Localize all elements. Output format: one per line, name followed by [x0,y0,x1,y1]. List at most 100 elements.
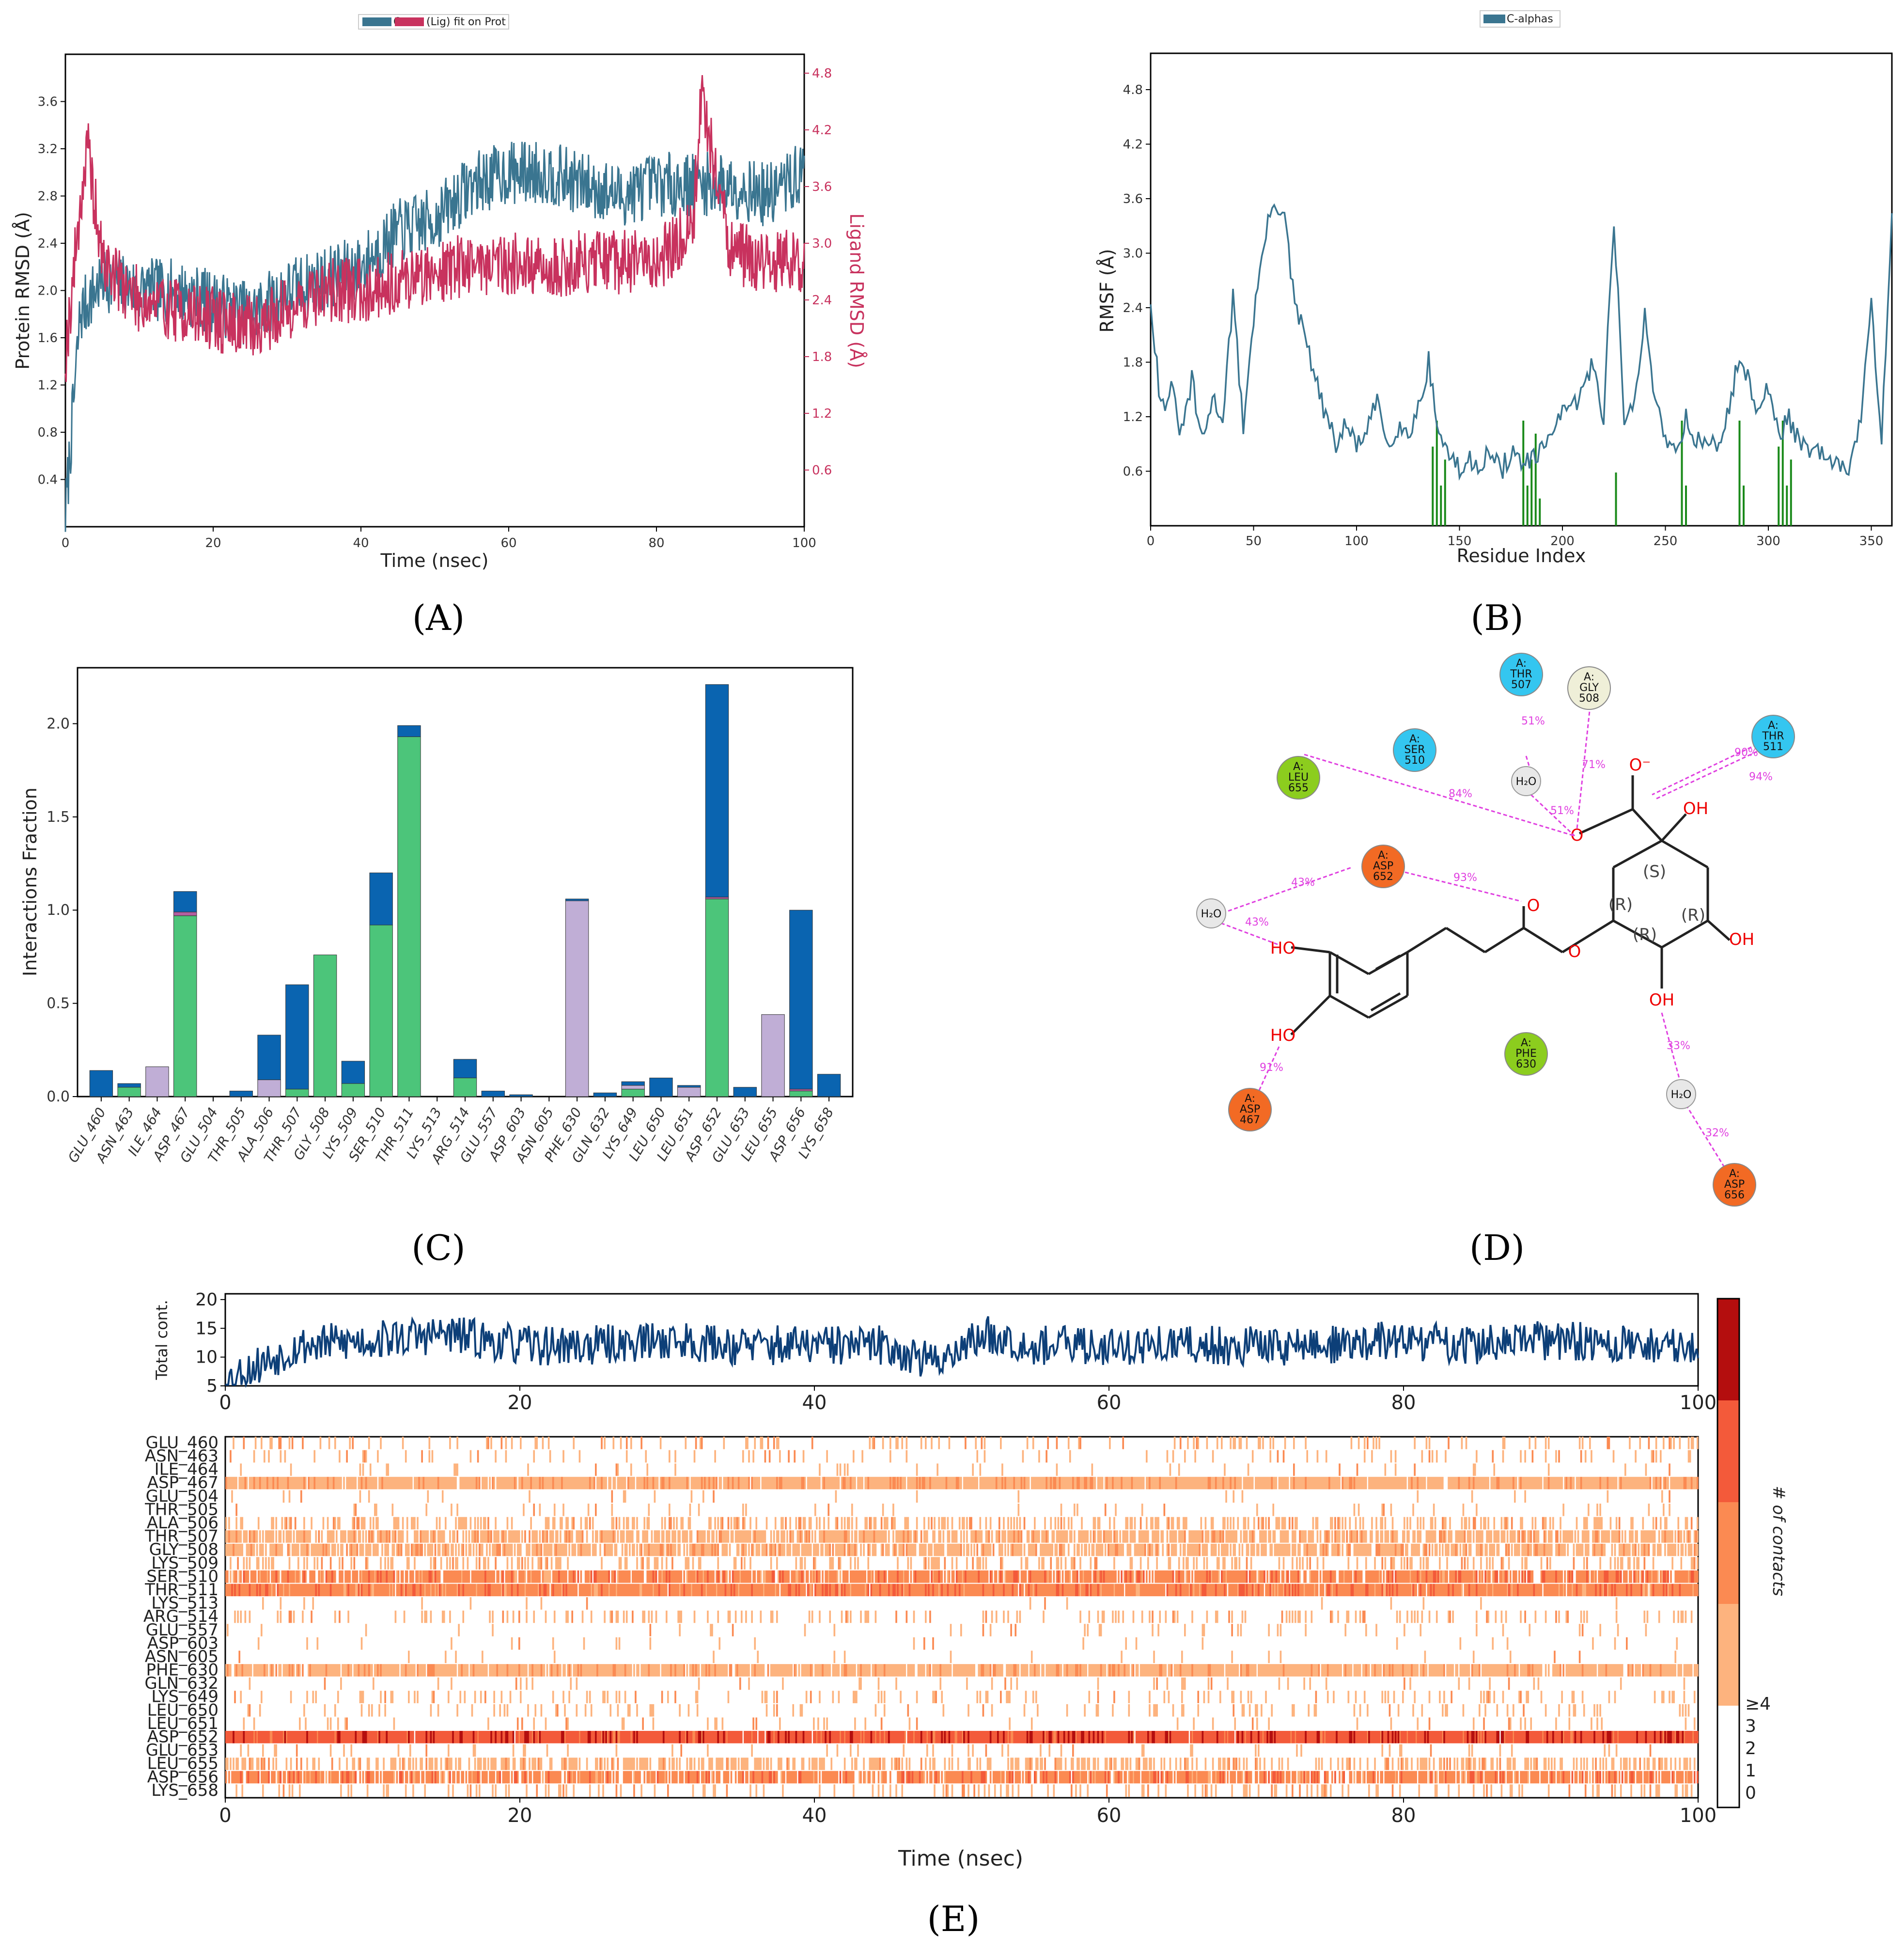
interaction-line [1220,922,1280,946]
legend-label-calpha: C-alphas [1507,13,1553,25]
legend-swatch-ligand [395,17,424,26]
heatmap-cells [225,1664,1699,1677]
interaction-line [1405,871,1522,902]
panel-b-legend: C-alphas [1480,10,1561,28]
bar-segment [677,1085,701,1088]
panel-e-total-contacts-line: 0 20 40 60 80 100 5 10 15 20 [195,1290,1717,1414]
interaction-percentage: 33% [1667,1040,1690,1052]
y-tick-label: 0.5 [47,995,70,1012]
bar-segment [621,1081,645,1086]
y-tick-label: 2.4 [38,236,58,251]
residue-chain: A: [1516,658,1527,670]
x-tick-label: 80 [1391,1392,1416,1414]
panel-b-lines [1150,203,1893,526]
ligand-bond [1578,808,1634,835]
panel-d-interaction-diagram: HOHOOOOO⁻OHOHOH(S)(R)(R)(R)51%71%84%51%9… [1196,653,1795,1268]
water-circle [1511,766,1541,796]
y-tick-label: 0.0 [47,1088,70,1105]
residue-circle [1393,728,1436,772]
panel-a-lines [64,75,805,532]
panel-label-b: (B) [1470,597,1523,638]
x-tick-label: 200 [1550,534,1575,549]
row-label: GLU_557 [146,1620,218,1640]
y2-tick-label: 4.2 [812,123,832,138]
panel-b-axes: 0 50 100 150 200 250 300 350 0.6 1.2 1.8 2.4 3.0 3.6 4… [1123,83,1884,549]
row-label: PHE_630 [146,1661,218,1680]
row-label: GLU_653 [146,1741,218,1760]
heatmap-cells [253,1731,1694,1743]
row-label: GLU_504 [146,1487,218,1506]
stereo-label: (R) [1608,895,1633,914]
colorbar-tick-label: ≥4 [1745,1694,1771,1714]
y-tick-label: 4.8 [1123,83,1143,97]
x-tick-label: 40 [353,536,369,550]
ligand-bond [1290,995,1331,1036]
panel-e-heatmap: GLU_460ASN_463ILE_464ASP_467GLU_504THR_5… [143,1433,1717,1827]
row-label: ASP_467 [147,1473,218,1492]
interaction-percentage: 91% [1260,1062,1283,1074]
atom-label-oh: OH [1729,930,1754,949]
bar-segment [285,1089,309,1097]
bar-segment [789,1090,813,1097]
ligand-bond [1375,954,1401,971]
atom-label-oh: OH [1683,799,1708,818]
x-tick-label: 60 [1097,1392,1122,1414]
panel-label-c: (C) [411,1227,465,1268]
y2-tick-label: 1.8 [812,350,832,364]
heatmap-cells [235,1784,1693,1797]
colorbar-tick-label: 0 [1745,1783,1756,1803]
bar-segment [789,910,813,1090]
ligand-structure: HOHOOOOO⁻OHOHOH(S)(R)(R)(R)51%71%84%51%9… [1220,692,1773,1168]
colorbar-tick-label: 2 [1745,1739,1756,1759]
x-tick-label: 20 [508,1392,532,1414]
residue-name: ASP [1724,1178,1745,1191]
y-tick-label: 1.2 [1123,410,1143,424]
y2-tick-label: 3.0 [812,236,832,251]
row-label: ALA_506 [147,1513,218,1533]
residue-circle [1504,1032,1548,1076]
ligand-bond [1523,926,1563,954]
bar-segment [705,896,729,899]
ligand-bond [1661,839,1709,869]
row-label: LYS_658 [151,1781,218,1800]
heatmap-cells [233,1731,1684,1743]
row-label: ASN_463 [145,1446,218,1466]
x-tick-label: 20 [508,1805,532,1827]
ligand-bond [1661,919,1709,949]
bar-segment [453,1078,477,1097]
interaction-percentage: 93% [1453,872,1477,884]
water-node: H₂O [1196,898,1226,928]
rmsf-line [1150,203,1893,481]
residue-number: 511 [1763,741,1783,753]
bar-segment [705,684,729,897]
residue-number: 656 [1724,1189,1745,1201]
x-tick-label: 40 [802,1392,827,1414]
residue-circle [1567,666,1611,710]
y-tick-label: 2.8 [38,189,58,204]
residue-number: 652 [1373,871,1393,883]
row-label: THR_505 [144,1500,218,1519]
colorbar-segment [1717,1400,1739,1502]
heatmap-cells [230,1557,1699,1570]
panel-c-interactions-chart: 0.00.51.01.52.0GLU_460ASN_463ILE_464ASP_… [19,667,854,1268]
ligand-bond [1707,920,1731,941]
heatmap-cells [227,1664,1662,1677]
row-label: THR_511 [144,1580,218,1600]
bar-segment [733,1087,757,1097]
bar-segment [173,915,197,1097]
heatmap-cells [225,1476,1699,1490]
bar-segment [89,1070,113,1097]
heatmap-cells [240,1691,1696,1703]
heatmap-cells [225,1543,1699,1556]
ligand-bond [1329,994,1370,1019]
interaction-line [1254,1046,1280,1100]
atom-label-oh: OH [1649,990,1674,1010]
interaction-line [1652,738,1769,796]
residue-nodes: A:THR507A:GLY508A:SER510A:THR511A:LEU655… [1196,653,1795,1207]
panel-label-d: (D) [1469,1227,1525,1268]
panel-label-e: (E) [927,1899,980,1939]
bar-segment [789,1089,813,1091]
water-node: H₂O [1511,766,1541,796]
